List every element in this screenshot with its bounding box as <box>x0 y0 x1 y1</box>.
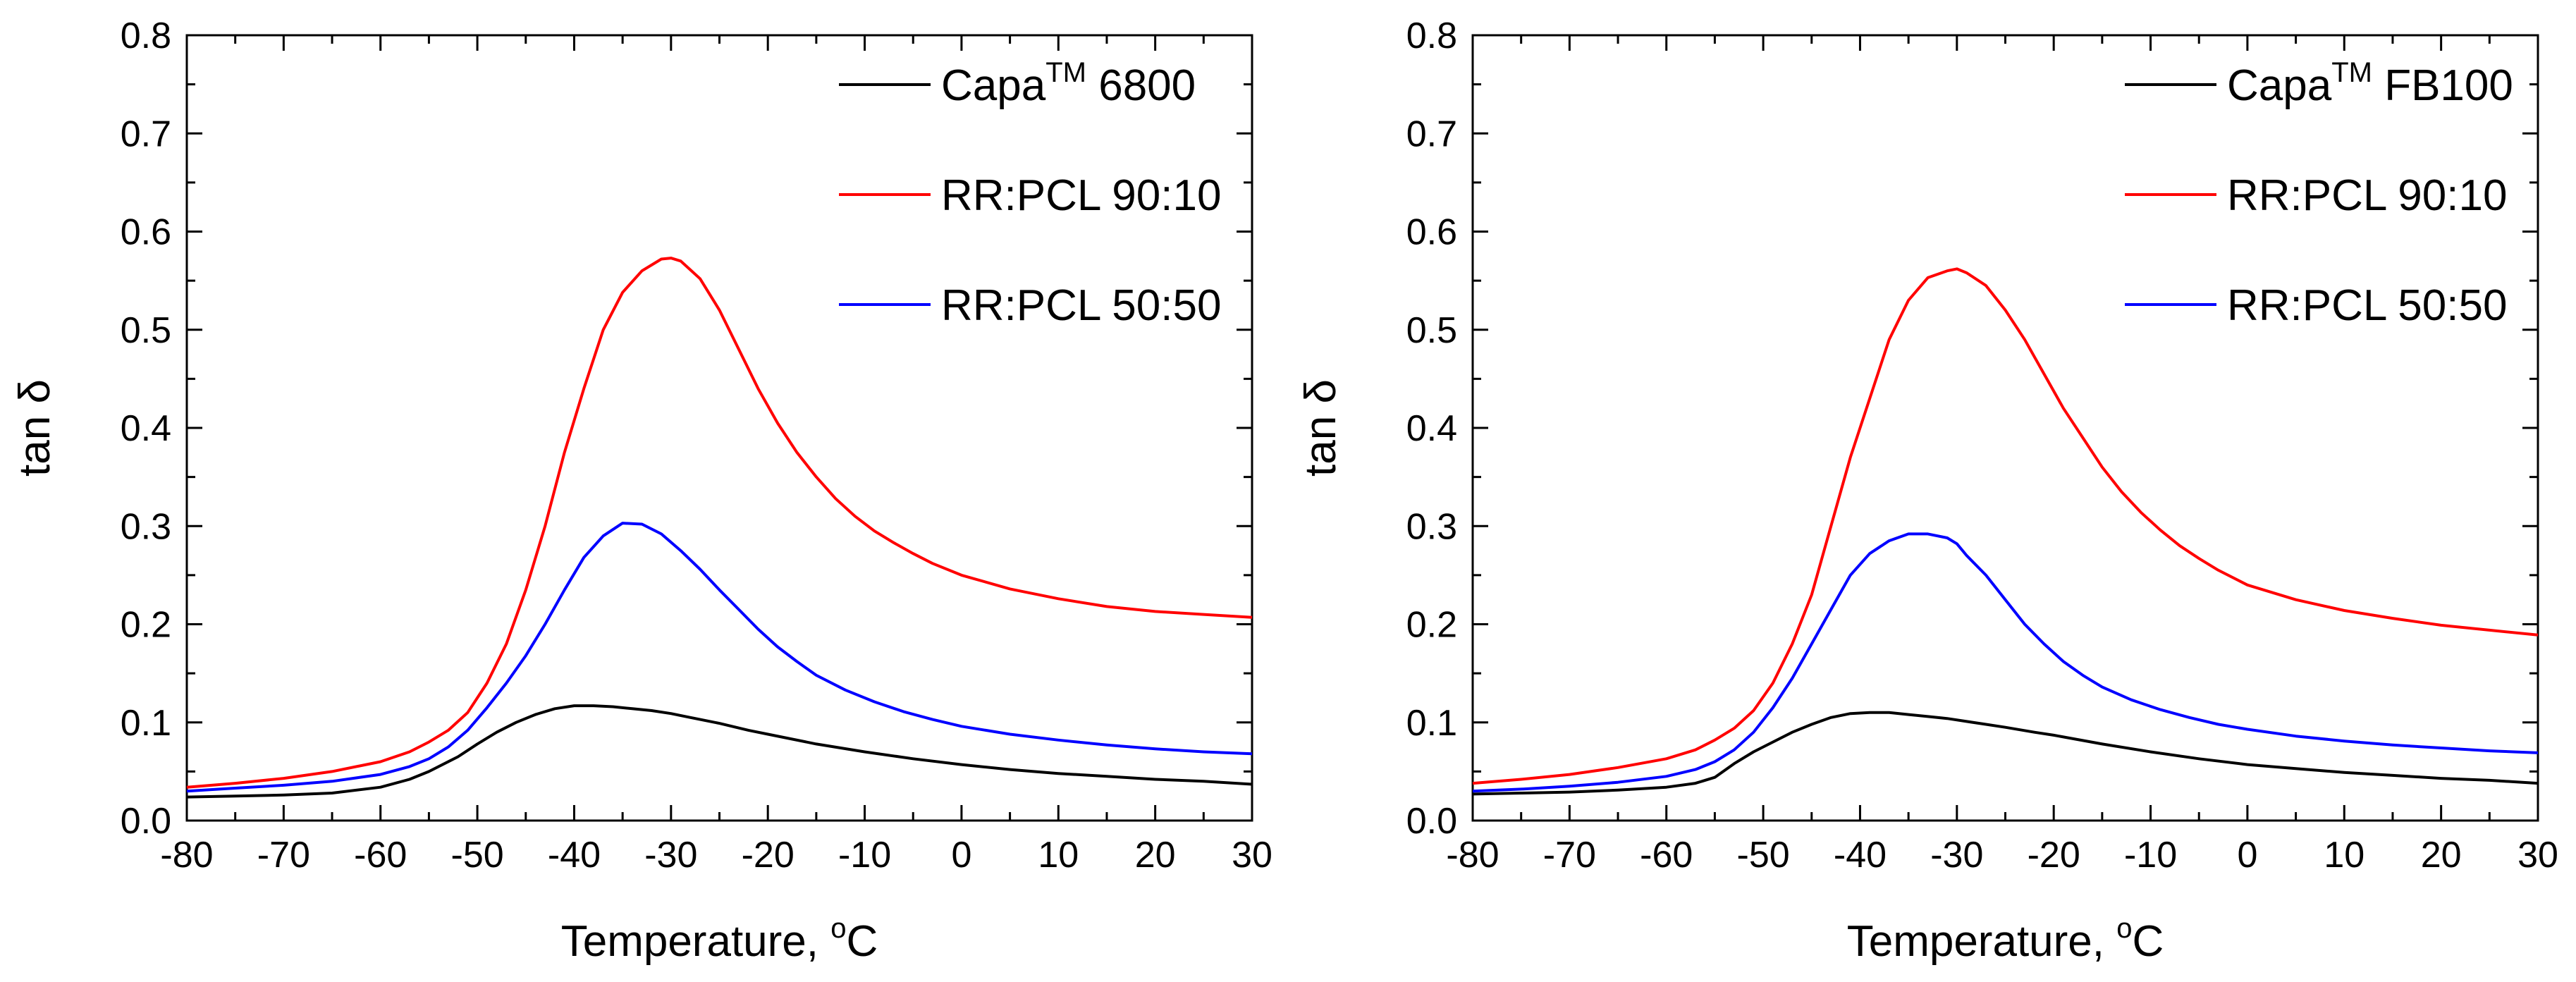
chart-1-y-tick-label: 0.4 <box>1406 408 1457 449</box>
chart-0-x-tick-label: 30 <box>1232 835 1272 876</box>
chart-1-x-tick-label: -10 <box>2124 835 2177 876</box>
chart-1-x-tick-label: 0 <box>2237 835 2257 876</box>
chart-0-y-tick-label: 0.6 <box>121 212 171 253</box>
chart-1-x-tick-label: -80 <box>1446 835 1499 876</box>
chart-1-y-tick-label: 0.0 <box>1406 801 1457 842</box>
chart-1-legend-label-1: RR:PCL 90:10 <box>2227 171 2507 220</box>
chart-1-y-axis-title: tan δ <box>1296 379 1345 477</box>
chart-0-y-tick-label: 0.7 <box>121 113 171 154</box>
chart-1-series-line-0 <box>1472 711 2539 796</box>
chart-0-y-tick-label: 0.0 <box>121 801 171 842</box>
chart-1-legend-label-0: CapaTM FB100 <box>2227 57 2513 110</box>
chart-1-y-tick-label: 0.3 <box>1406 506 1457 547</box>
chart-0-legend-label-1: RR:PCL 90:10 <box>941 171 1221 220</box>
chart-1-x-tick-label: 20 <box>2421 835 2462 876</box>
chart-0-x-tick-label: -20 <box>742 835 795 876</box>
chart-0-y-axis-title: tan δ <box>11 379 59 477</box>
chart-1-series-line-1 <box>1472 267 2539 785</box>
chart-0-x-tick-label: -50 <box>451 835 504 876</box>
chart-1-x-tick-label: 30 <box>2517 835 2558 876</box>
chart-0-x-tick-label: -80 <box>160 835 213 876</box>
chart-1-x-tick-label: 10 <box>2324 835 2365 876</box>
chart-1-y-tick-label: 0.8 <box>1406 16 1457 56</box>
chart-1-x-tick-label: -20 <box>2028 835 2080 876</box>
chart-1-x-tick-label: -40 <box>1834 835 1887 876</box>
chart-0-y-tick-label: 0.4 <box>121 408 171 449</box>
chart-1-x-tick-label: -50 <box>1737 835 1790 876</box>
chart-1-y-tick-label: 0.5 <box>1406 310 1457 351</box>
chart-1-y-tick-label: 0.1 <box>1406 703 1457 744</box>
chart-0-x-tick-label: -40 <box>548 835 601 876</box>
chart-panel-right: -80 -70 -60 -50 -40 -30 -20 -10 0 10 20 30 0.0 0.1 0.2… <box>1296 16 2558 966</box>
chart-0-series-line-1 <box>186 257 1253 789</box>
chart-0-plot-frame <box>185 34 1253 822</box>
chart-0-x-tick-label: 10 <box>1038 835 1079 876</box>
chart-panel-left: -80 -70 -60 -50 -40 -30 -20 -10 0 10 20 30 0.0 0.1 0.2… <box>11 16 1272 966</box>
chart-0-legend-label-0: CapaTM 6800 <box>941 57 1196 110</box>
chart-0-x-tick-label: -70 <box>257 835 310 876</box>
chart-0-y-tick-label: 0.2 <box>121 605 171 646</box>
chart-1-y-tick-label: 0.2 <box>1406 605 1457 646</box>
chart-0-x-tick-label: 0 <box>951 835 971 876</box>
chart-1-x-tick-label: -30 <box>1930 835 1983 876</box>
chart-0-x-tick-label: 20 <box>1135 835 1176 876</box>
chart-0-series-line-0 <box>186 704 1253 799</box>
chart-1-x-axis-title: Temperature, oC <box>1847 913 2164 966</box>
chart-0-x-tick-label: -30 <box>644 835 697 876</box>
chart-0-x-tick-label: -10 <box>838 835 891 876</box>
chart-0-y-tick-label: 0.5 <box>121 310 171 351</box>
chart-0-y-tick-label: 0.8 <box>121 16 171 56</box>
chart-0-x-axis-title: Temperature, oC <box>561 913 878 966</box>
chart-1-plot-frame <box>1471 34 2539 822</box>
chart-1-x-tick-label: -70 <box>1543 835 1596 876</box>
chart-1-y-tick-label: 0.7 <box>1406 113 1457 154</box>
chart-1-legend-label-2: RR:PCL 50:50 <box>2227 281 2507 330</box>
chart-1-x-tick-label: -60 <box>1640 835 1693 876</box>
chart-0-legend-label-2: RR:PCL 50:50 <box>941 281 1221 330</box>
chart-1-y-tick-label: 0.6 <box>1406 212 1457 253</box>
chart-1-series-line-2 <box>1472 532 2539 793</box>
chart-0-series-line-2 <box>186 522 1253 793</box>
chart-0-y-tick-label: 0.3 <box>121 506 171 547</box>
chart-0-x-tick-label: -60 <box>354 835 407 876</box>
chart-0-y-tick-label: 0.1 <box>121 703 171 744</box>
